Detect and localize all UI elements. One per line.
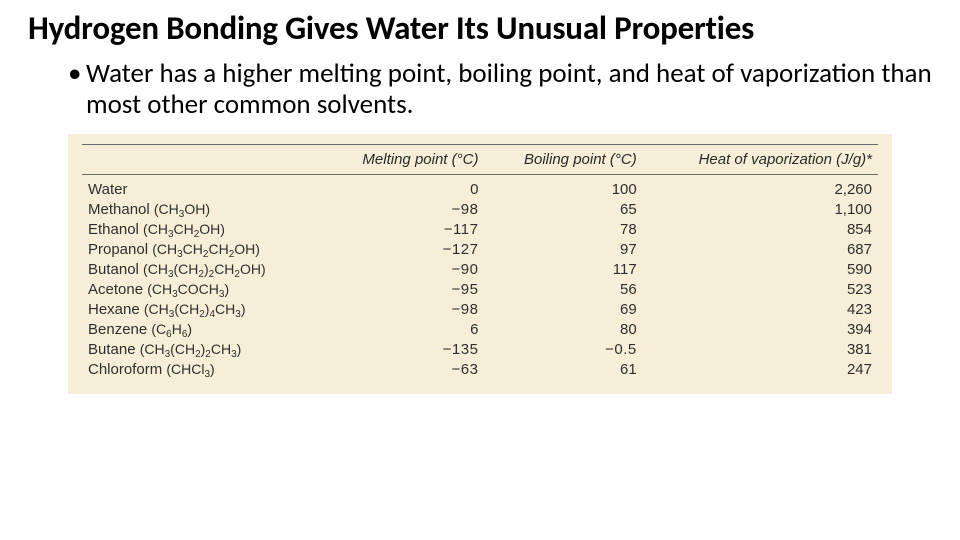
- mp-cell: −127: [322, 240, 484, 260]
- bp-cell: 117: [484, 260, 642, 280]
- bp-cell: −0.5: [484, 340, 642, 360]
- bp-cell: 61: [484, 360, 642, 380]
- substance-cell: Propanol (CH3CH2CH2OH): [82, 240, 322, 260]
- bullet-list: • Water has a higher melting point, boil…: [68, 58, 932, 120]
- bullet-text: Water has a higher melting point, boilin…: [86, 58, 932, 120]
- bullet-dot-icon: •: [68, 58, 86, 120]
- substance-cell: Benzene (C6H6): [82, 320, 322, 340]
- mp-cell: −117: [322, 220, 484, 240]
- substance-cell: Water: [82, 175, 322, 200]
- table-body: Water01002,260Methanol (CH3OH)−98651,100…: [82, 175, 878, 380]
- hv-cell: 590: [643, 260, 878, 280]
- hv-cell: 247: [643, 360, 878, 380]
- table-row: Benzene (C6H6)680394: [82, 320, 878, 340]
- col-header-boiling-point: Boiling point (°C): [484, 147, 642, 175]
- bp-cell: 69: [484, 300, 642, 320]
- table-row: Hexane (CH3(CH2)4CH3)−9869423: [82, 300, 878, 320]
- substance-cell: Chloroform (CHCl3): [82, 360, 322, 380]
- bp-cell: 65: [484, 200, 642, 220]
- mp-cell: 6: [322, 320, 484, 340]
- mp-cell: −98: [322, 200, 484, 220]
- mp-cell: −95: [322, 280, 484, 300]
- col-header-melting-point: Melting point (°C): [322, 147, 484, 175]
- mp-cell: 0: [322, 175, 484, 200]
- page-title: Hydrogen Bonding Gives Water Its Unusual…: [28, 8, 932, 48]
- bp-cell: 56: [484, 280, 642, 300]
- hv-cell: 1,100: [643, 200, 878, 220]
- col-header-heat-vaporization: Heat of vaporization (J/g)*: [643, 147, 878, 175]
- substance-cell: Acetone (CH3COCH3): [82, 280, 322, 300]
- substance-cell: Hexane (CH3(CH2)4CH3): [82, 300, 322, 320]
- table-row: Propanol (CH3CH2CH2OH)−12797687: [82, 240, 878, 260]
- table-row: Ethanol (CH3CH2OH)−11778854: [82, 220, 878, 240]
- mp-cell: −98: [322, 300, 484, 320]
- table-row: Butane (CH3(CH2)2CH3)−135−0.5381: [82, 340, 878, 360]
- hv-cell: 523: [643, 280, 878, 300]
- hv-cell: 381: [643, 340, 878, 360]
- hv-cell: 2,260: [643, 175, 878, 200]
- bp-cell: 100: [484, 175, 642, 200]
- hv-cell: 423: [643, 300, 878, 320]
- hv-cell: 394: [643, 320, 878, 340]
- mp-cell: −90: [322, 260, 484, 280]
- bullet-item: • Water has a higher melting point, boil…: [68, 58, 932, 120]
- hv-cell: 687: [643, 240, 878, 260]
- hv-cell: 854: [643, 220, 878, 240]
- substance-cell: Methanol (CH3OH): [82, 200, 322, 220]
- mp-cell: −63: [322, 360, 484, 380]
- table-row: Acetone (CH3COCH3)−9556523: [82, 280, 878, 300]
- slide: Hydrogen Bonding Gives Water Its Unusual…: [0, 0, 960, 540]
- table-header-row: Melting point (°C) Boiling point (°C) He…: [82, 147, 878, 175]
- col-header-substance: [82, 147, 322, 175]
- table-row: Chloroform (CHCl3)−6361247: [82, 360, 878, 380]
- table-top-rule: [82, 144, 878, 145]
- bp-cell: 97: [484, 240, 642, 260]
- table-row: Methanol (CH3OH)−98651,100: [82, 200, 878, 220]
- solvent-properties-table-panel: Melting point (°C) Boiling point (°C) He…: [68, 134, 892, 394]
- bp-cell: 80: [484, 320, 642, 340]
- table-row: Butanol (CH3(CH2)2CH2OH)−90117590: [82, 260, 878, 280]
- substance-cell: Butanol (CH3(CH2)2CH2OH): [82, 260, 322, 280]
- substance-cell: Ethanol (CH3CH2OH): [82, 220, 322, 240]
- solvent-properties-table: Melting point (°C) Boiling point (°C) He…: [82, 147, 878, 380]
- substance-cell: Butane (CH3(CH2)2CH3): [82, 340, 322, 360]
- mp-cell: −135: [322, 340, 484, 360]
- table-row: Water01002,260: [82, 175, 878, 200]
- bp-cell: 78: [484, 220, 642, 240]
